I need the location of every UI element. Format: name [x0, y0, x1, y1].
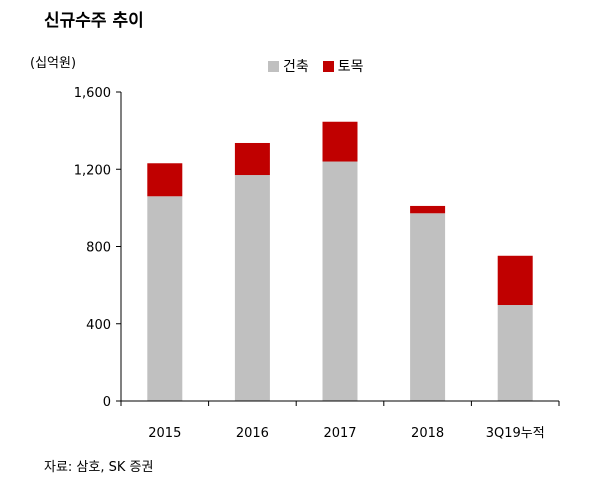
legend-item-civil: 토목: [322, 56, 364, 76]
bar-civil-2017: [322, 121, 358, 162]
y-tick-label: 1,600: [74, 86, 111, 101]
x-tick-label: 2016: [236, 426, 269, 441]
source-note: 자료: 삼호, SK 증권: [44, 460, 154, 475]
bar-building-2018: [410, 213, 446, 401]
y-axis-unit-label: (십억원): [30, 56, 77, 71]
bar-civil-2018: [410, 205, 446, 214]
y-tick-label: 0: [103, 395, 111, 410]
x-tick-label: 2017: [323, 426, 356, 441]
bar-civil-2015: [147, 163, 183, 197]
bar-civil-3Q19누적: [497, 255, 533, 306]
bar-building-3Q19누적: [497, 305, 533, 401]
x-tick-label: 2018: [411, 426, 444, 441]
legend-label-civil: 토목: [337, 59, 364, 75]
y-tick-label: 1,200: [74, 163, 111, 178]
y-tick-label: 400: [86, 318, 111, 333]
legend: 건축 토목: [268, 56, 364, 76]
y-tick-label: 800: [86, 241, 111, 256]
chart-title: 신규수주 추이: [44, 11, 144, 31]
bar-civil-2016: [234, 142, 270, 176]
bar-building-2015: [147, 196, 183, 401]
legend-swatch-civil: [322, 60, 334, 72]
x-tick-label: 3Q19누적: [486, 426, 545, 441]
legend-label-building: 건축: [283, 59, 309, 75]
bar-building-2016: [234, 175, 270, 401]
legend-item-building: 건축: [268, 56, 309, 76]
legend-swatch-building: [268, 60, 279, 72]
x-tick-label: 2015: [148, 426, 181, 441]
bar-building-2017: [322, 161, 358, 401]
